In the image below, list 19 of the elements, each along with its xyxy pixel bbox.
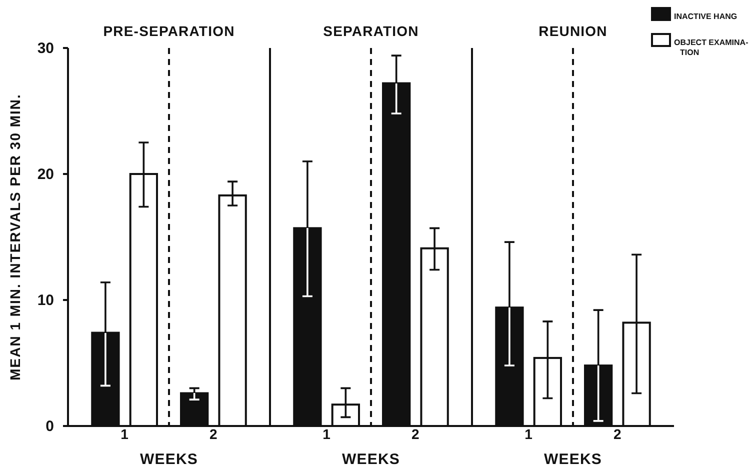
chart-title: SEPARATION <box>323 23 419 39</box>
y-tick-label: 0 <box>46 418 54 435</box>
legend-label: OBJECT EXAMINA-TION <box>674 38 749 57</box>
x-tick-label: 2 <box>614 426 622 442</box>
x-tick-label: 1 <box>322 426 331 442</box>
x-axis-title: WEEKS <box>342 451 400 468</box>
chart-title: PRE-SEPARATION <box>103 23 235 39</box>
x-tick-label: 1 <box>524 426 533 442</box>
chart-title: REUNION <box>538 23 608 39</box>
x-tick-label: 2 <box>412 426 420 442</box>
y-tick-label: 20 <box>37 166 54 183</box>
x-tick-label: 1 <box>120 426 129 442</box>
x-tick-label: 2 <box>210 426 218 442</box>
y-axis-title: MEAN 1 MIN. INTERVALS PER 30 MIN. <box>7 94 23 380</box>
x-axis-title: WEEKS <box>140 451 198 468</box>
x-axis-title: WEEKS <box>544 451 602 468</box>
y-tick-label: 10 <box>37 292 54 309</box>
legend-label: INACTIVE HANG <box>674 12 738 21</box>
y-tick-label: 30 <box>37 40 54 57</box>
